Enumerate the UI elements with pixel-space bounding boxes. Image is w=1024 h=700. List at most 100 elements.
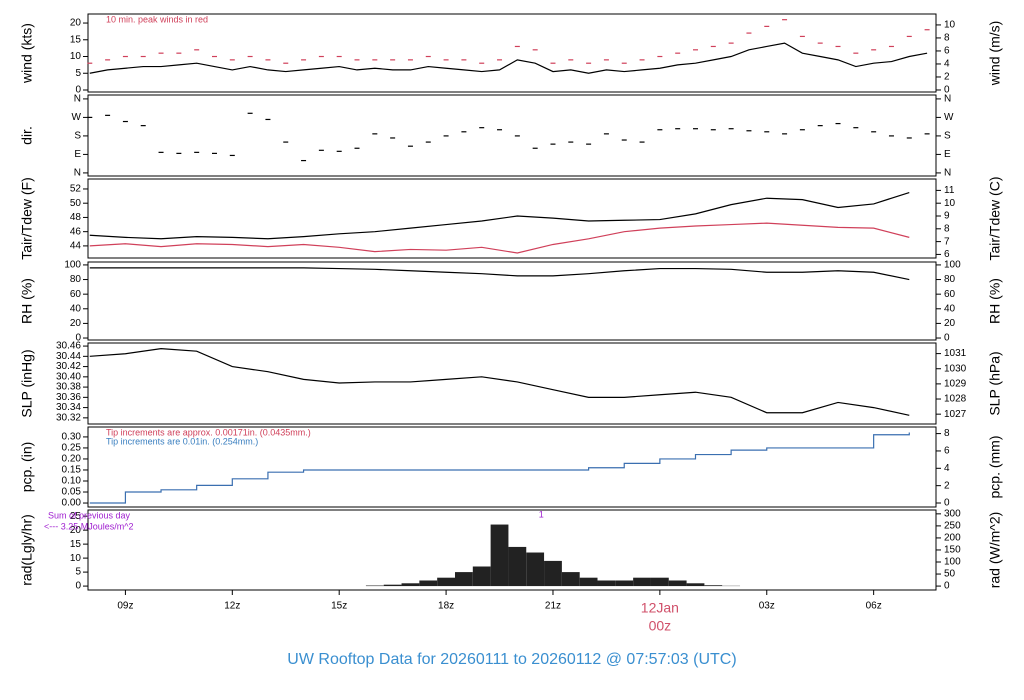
rad-bar bbox=[597, 580, 616, 587]
y-tick-label: 80 bbox=[70, 274, 82, 285]
y-tick-label: 10 bbox=[70, 51, 82, 62]
y2-tick-label: 100 bbox=[944, 557, 961, 568]
y-tick-label: 0.00 bbox=[62, 498, 82, 509]
x-tick-label: 06z bbox=[866, 601, 882, 612]
pcp-line bbox=[89, 432, 910, 504]
rad-bar bbox=[686, 583, 705, 587]
panel-frame bbox=[87, 94, 937, 177]
y2-tick-label: 6 bbox=[944, 249, 950, 260]
rad-bar bbox=[472, 566, 491, 587]
y2-tick-label: 8 bbox=[944, 428, 950, 439]
y-tick-label: 30.36 bbox=[56, 392, 81, 403]
y2-tick-label: 1031 bbox=[944, 348, 967, 359]
y2-tick-label: S bbox=[944, 131, 951, 142]
y-tick-label: 30.46 bbox=[56, 341, 81, 352]
y-tick-label: 30.44 bbox=[56, 351, 81, 362]
y-axis-label: rad(Lgly/hr) bbox=[19, 514, 35, 586]
rad-bar bbox=[454, 572, 473, 587]
y2-tick-label: 6 bbox=[944, 46, 950, 57]
y2-tick-label: 0 bbox=[944, 85, 950, 96]
y2-tick-label: 0 bbox=[944, 581, 950, 592]
y-tick-label: 0.10 bbox=[62, 476, 82, 487]
y-tick-label: 30.38 bbox=[56, 382, 81, 393]
Tdew-line bbox=[89, 222, 910, 254]
y-tick-label: 5 bbox=[75, 68, 81, 79]
annotation: <--- 3.25 MJoules/m^2 bbox=[44, 521, 134, 531]
y2-tick-label: 11 bbox=[944, 185, 955, 196]
y-tick-label: 15 bbox=[70, 539, 82, 550]
y-axis-label: RH (%) bbox=[19, 278, 35, 324]
y2-tick-label: 80 bbox=[944, 274, 956, 285]
y-tick-label: 44 bbox=[70, 241, 82, 252]
y-tick-label: E bbox=[74, 149, 81, 160]
y2-tick-label: 2 bbox=[944, 72, 950, 83]
y-tick-label: 60 bbox=[70, 289, 82, 300]
y-tick-label: 46 bbox=[70, 226, 82, 237]
y-tick-label: 0.20 bbox=[62, 454, 82, 465]
annotation: 1 bbox=[539, 509, 544, 519]
y-axis-label: wind (kts) bbox=[19, 23, 35, 84]
rad-bar bbox=[633, 577, 651, 587]
rad-bar bbox=[526, 552, 545, 587]
y-tick-label: 30.40 bbox=[56, 371, 81, 382]
y-tick-label: N bbox=[74, 94, 81, 105]
y2-tick-label: 1030 bbox=[944, 363, 967, 374]
wind-line bbox=[89, 42, 928, 74]
y-tick-label: 0 bbox=[75, 581, 81, 592]
y-tick-label: 30.34 bbox=[56, 402, 81, 413]
rad-bar bbox=[490, 524, 509, 587]
y2-tick-label: 4 bbox=[944, 59, 950, 70]
y2-tick-label: 200 bbox=[944, 533, 961, 544]
rad-bar bbox=[704, 585, 723, 587]
panel-frame bbox=[87, 342, 937, 425]
y-tick-label: 40 bbox=[70, 303, 82, 314]
rad-bar bbox=[383, 584, 402, 587]
y2-tick-label: 150 bbox=[944, 545, 961, 556]
x-tick-label: 09z bbox=[117, 601, 133, 612]
page-title: UW Rooftop Data for 20260111 to 20260112… bbox=[287, 651, 736, 668]
panel-frame bbox=[87, 261, 937, 341]
y2-tick-label: 7 bbox=[944, 236, 950, 247]
y2-tick-label: W bbox=[944, 112, 954, 123]
y-tick-label: 52 bbox=[70, 184, 82, 195]
annotation: Sum of previous day bbox=[48, 510, 131, 520]
y-tick-label: 48 bbox=[70, 212, 82, 223]
rad-bar bbox=[365, 585, 384, 587]
y2-tick-label: 50 bbox=[944, 569, 956, 580]
rad-bar bbox=[544, 560, 562, 587]
annotation: 10 min. peak winds in red bbox=[106, 14, 208, 24]
y2-tick-label: 0 bbox=[944, 333, 950, 344]
y-tick-label: 20 bbox=[70, 318, 82, 329]
y2-axis-label: SLP (hPa) bbox=[987, 351, 1003, 415]
y2-tick-label: 2 bbox=[944, 480, 950, 491]
x-tick-label: 00z bbox=[649, 618, 672, 634]
y2-tick-label: 4 bbox=[944, 463, 950, 474]
y2-tick-label: 10 bbox=[944, 198, 956, 209]
y-tick-label: W bbox=[72, 112, 82, 123]
rad-bar bbox=[579, 577, 598, 587]
y2-tick-label: N bbox=[944, 168, 951, 179]
x-tick-label: 21z bbox=[545, 601, 561, 612]
rad-bar bbox=[650, 577, 669, 587]
annotation: Tip increments are approx. 0.00171in. (0… bbox=[106, 427, 311, 437]
x-date-label: 12Jan bbox=[641, 600, 679, 616]
y-tick-label: 0.05 bbox=[62, 487, 82, 498]
y-tick-label: 0.25 bbox=[62, 443, 82, 454]
y-tick-label: 100 bbox=[64, 260, 81, 271]
annotation: Tip increments are 0.01in. (0.254mm.) bbox=[106, 436, 258, 446]
y-tick-label: 25 bbox=[70, 511, 82, 522]
y2-axis-label: wind (m/s) bbox=[987, 21, 1003, 87]
y-axis-label: dir. bbox=[19, 126, 35, 145]
rad-bar bbox=[561, 572, 580, 587]
y2-axis-label: Tair/Tdew (C) bbox=[987, 176, 1003, 260]
y2-tick-label: 9 bbox=[944, 211, 950, 222]
y-tick-label: 50 bbox=[70, 198, 82, 209]
rad-bar bbox=[668, 580, 687, 587]
y2-tick-label: 6 bbox=[944, 446, 950, 457]
y-axis-label: pcp. (in) bbox=[19, 442, 35, 493]
y2-tick-label: 0 bbox=[944, 498, 950, 509]
y-axis-label: Tair/Tdew (F) bbox=[19, 177, 35, 259]
y2-tick-label: 300 bbox=[944, 508, 961, 519]
y2-tick-label: N bbox=[944, 94, 951, 105]
y2-tick-label: E bbox=[944, 149, 951, 160]
